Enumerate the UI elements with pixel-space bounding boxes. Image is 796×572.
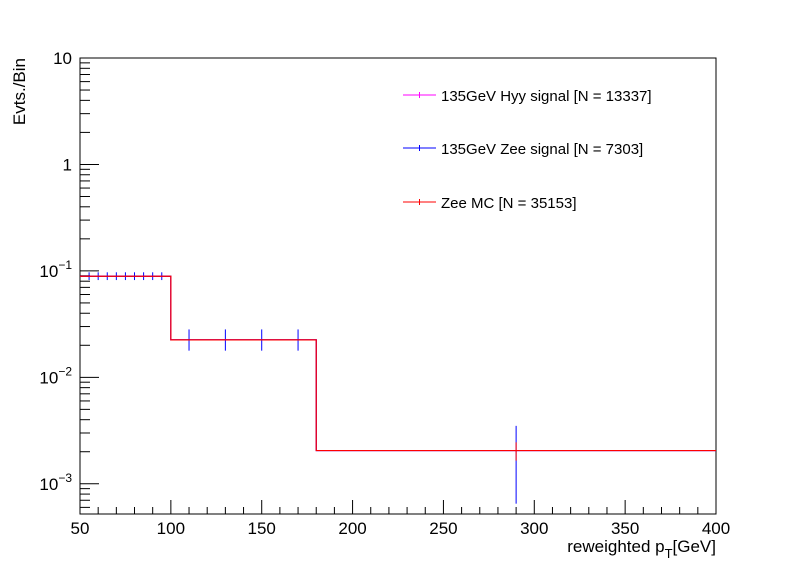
x-axis-label-subscript: T [665,546,673,561]
series-0 [80,275,716,452]
x-tick-label: 250 [429,519,457,538]
histogram-line [80,275,716,452]
series-2 [80,275,716,461]
y-tick-label: 10−3 [39,471,72,494]
legend-item: 135GeV Hyy signal [N = 13337] [403,88,652,105]
x-tick-label: 50 [71,519,90,538]
histogram-line [80,275,716,452]
y-tick-label: 10−2 [39,364,72,387]
legend-item: Zee MC [N = 35153] [403,195,576,212]
x-tick-label: 200 [338,519,366,538]
y-tick-label: 10−1 [39,258,72,281]
x-tick-label: 400 [702,519,730,538]
x-tick-label: 100 [157,519,185,538]
y-tick-label: 10 [53,49,72,68]
legend-label: 135GeV Hyy signal [N = 13337] [441,88,652,105]
x-tick-label: 300 [520,519,548,538]
histogram-line [80,275,716,452]
x-tick-label: 150 [248,519,276,538]
axis-ticks [79,57,717,514]
legend-label: 135GeV Zee signal [N = 7303] [441,141,643,158]
legend: 135GeV Hyy signal [N = 13337] 135GeV Zee … [403,88,652,212]
x-axis-label-unit: [GeV] [673,537,716,556]
x-axis-label: reweighted pT[GeV] [567,537,716,561]
legend-item: 135GeV Zee signal [N = 7303] [403,141,643,158]
series-1 [80,272,716,504]
legend-label: Zee MC [N = 35153] [441,195,576,212]
y-axis-label: Evts./Bin [10,58,29,125]
x-tick-label: 350 [611,519,639,538]
y-tick-label: 1 [63,155,72,174]
series-layer [80,272,716,504]
plot-frame [79,57,717,515]
x-axis-label-main: reweighted p [567,537,664,556]
axis-tick-labels: 50 100 150 200 250 300 350 400 10 1 10−1 10−2 10−3 [39,49,730,538]
